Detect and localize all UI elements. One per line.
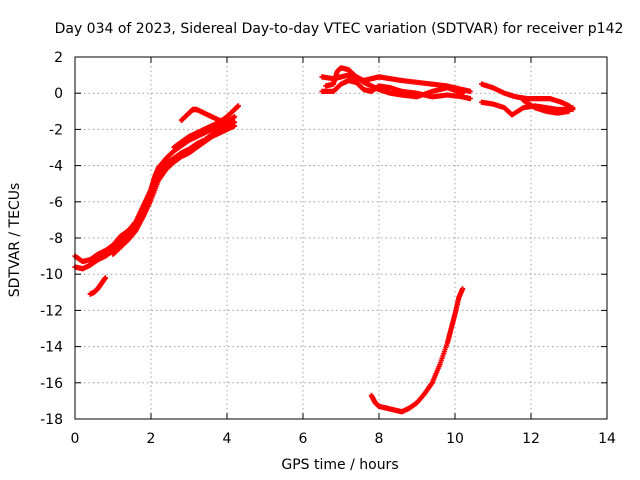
- y-tick-label: -4: [49, 159, 63, 175]
- data-point-marker: [232, 114, 238, 120]
- series-afternoon-arc-a: [319, 72, 473, 94]
- data-point-marker: [460, 90, 466, 96]
- series-late-arc-c: [520, 97, 572, 116]
- series-afternoon-arc-b: [319, 77, 473, 102]
- series-night-arc: [368, 286, 466, 415]
- data-point-marker: [224, 119, 230, 125]
- y-tick-label: -12: [40, 303, 63, 319]
- x-tick-label: 6: [299, 431, 308, 447]
- data-point-marker: [232, 123, 238, 129]
- x-tick-label: 8: [375, 431, 384, 447]
- y-tick-label: -8: [49, 231, 63, 247]
- grid-lines: [75, 57, 607, 419]
- series-afternoon-arc-c: [323, 65, 466, 100]
- x-tick-label: 2: [147, 431, 156, 447]
- chart-title: Day 034 of 2023, Sidereal Day-to-day VTE…: [55, 21, 624, 37]
- x-tick-label: 10: [446, 431, 464, 447]
- y-axis-label: SDTVAR / TECUs: [7, 183, 23, 298]
- x-tick-label: 0: [71, 431, 80, 447]
- data-series: [72, 65, 576, 415]
- y-tick-label: -16: [40, 376, 63, 392]
- series-short-arc-peak: [178, 106, 230, 125]
- series-morning-arc-c: [110, 123, 238, 257]
- axis-ticks: 0 2 4 6 8 10 12 14 -18 -16 -14 -12 -10 -8 -6 -4 -2 0 2: [40, 50, 616, 447]
- y-tick-label: -14: [40, 340, 63, 356]
- x-tick-label: 14: [598, 431, 616, 447]
- y-tick-label: -6: [49, 195, 63, 211]
- x-axis-label: GPS time / hours: [281, 457, 398, 473]
- y-tick-label: 0: [54, 86, 63, 102]
- data-point-marker: [460, 286, 466, 292]
- series-short-arc-low: [87, 275, 108, 297]
- data-point-marker: [467, 88, 473, 94]
- y-tick-label: -18: [40, 412, 63, 428]
- y-tick-label: -10: [40, 267, 63, 283]
- x-tick-label: 4: [223, 431, 232, 447]
- x-tick-label: 12: [522, 431, 540, 447]
- data-point-marker: [235, 103, 241, 109]
- y-tick-label: -2: [49, 122, 63, 138]
- data-point-marker: [570, 105, 576, 111]
- data-point-marker: [102, 275, 108, 281]
- data-point-marker: [467, 96, 473, 102]
- y-tick-label: 2: [54, 50, 63, 66]
- data-point-marker: [566, 108, 572, 114]
